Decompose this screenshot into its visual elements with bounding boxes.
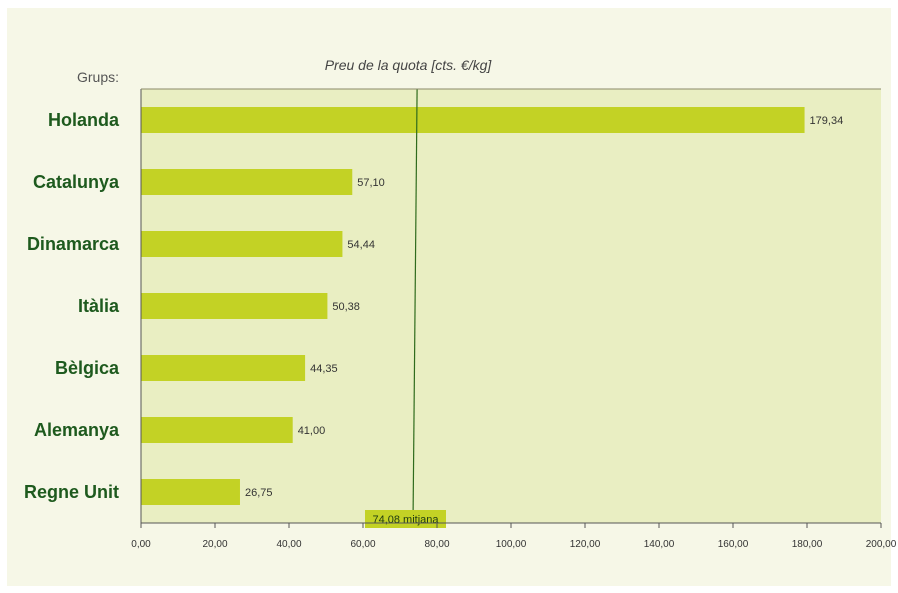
value-label: 41,00 (298, 425, 326, 437)
category-label: Catalunya (33, 172, 120, 192)
mean-label: 74,08 mitjana (372, 514, 439, 526)
bar (141, 107, 805, 133)
value-label: 179,34 (810, 115, 844, 127)
x-tick-label: 160,00 (718, 539, 749, 550)
bar (141, 417, 293, 443)
category-axis-title: Grups: (77, 69, 119, 85)
x-tick-label: 200,00 (866, 539, 897, 550)
x-tick-label: 140,00 (644, 539, 675, 550)
value-label: 26,75 (245, 487, 273, 499)
bar (141, 293, 328, 319)
x-tick-label: 120,00 (570, 539, 601, 550)
x-tick-label: 80,00 (424, 539, 449, 550)
category-label: Holanda (48, 110, 120, 130)
bar (141, 231, 343, 257)
x-tick-label: 60,00 (350, 539, 375, 550)
category-label: Itàlia (78, 296, 120, 316)
category-label: Dinamarca (27, 234, 120, 254)
bar (141, 355, 306, 381)
bar (141, 169, 353, 195)
bar (141, 479, 240, 505)
value-label: 44,35 (310, 363, 338, 375)
category-label: Regne Unit (24, 482, 119, 502)
mean-line (412, 88, 418, 514)
chart-title: Preu de la quota [cts. €/kg] (325, 57, 493, 73)
x-tick-label: 0,00 (131, 539, 151, 550)
value-label: 54,44 (347, 239, 375, 251)
value-label: 50,38 (332, 301, 360, 313)
x-tick-label: 20,00 (202, 539, 227, 550)
x-tick-label: 180,00 (792, 539, 823, 550)
category-label: Bèlgica (55, 358, 120, 378)
x-tick-label: 100,00 (496, 539, 527, 550)
value-label: 57,10 (357, 177, 385, 189)
x-tick-label: 40,00 (276, 539, 301, 550)
category-label: Alemanya (34, 420, 120, 440)
